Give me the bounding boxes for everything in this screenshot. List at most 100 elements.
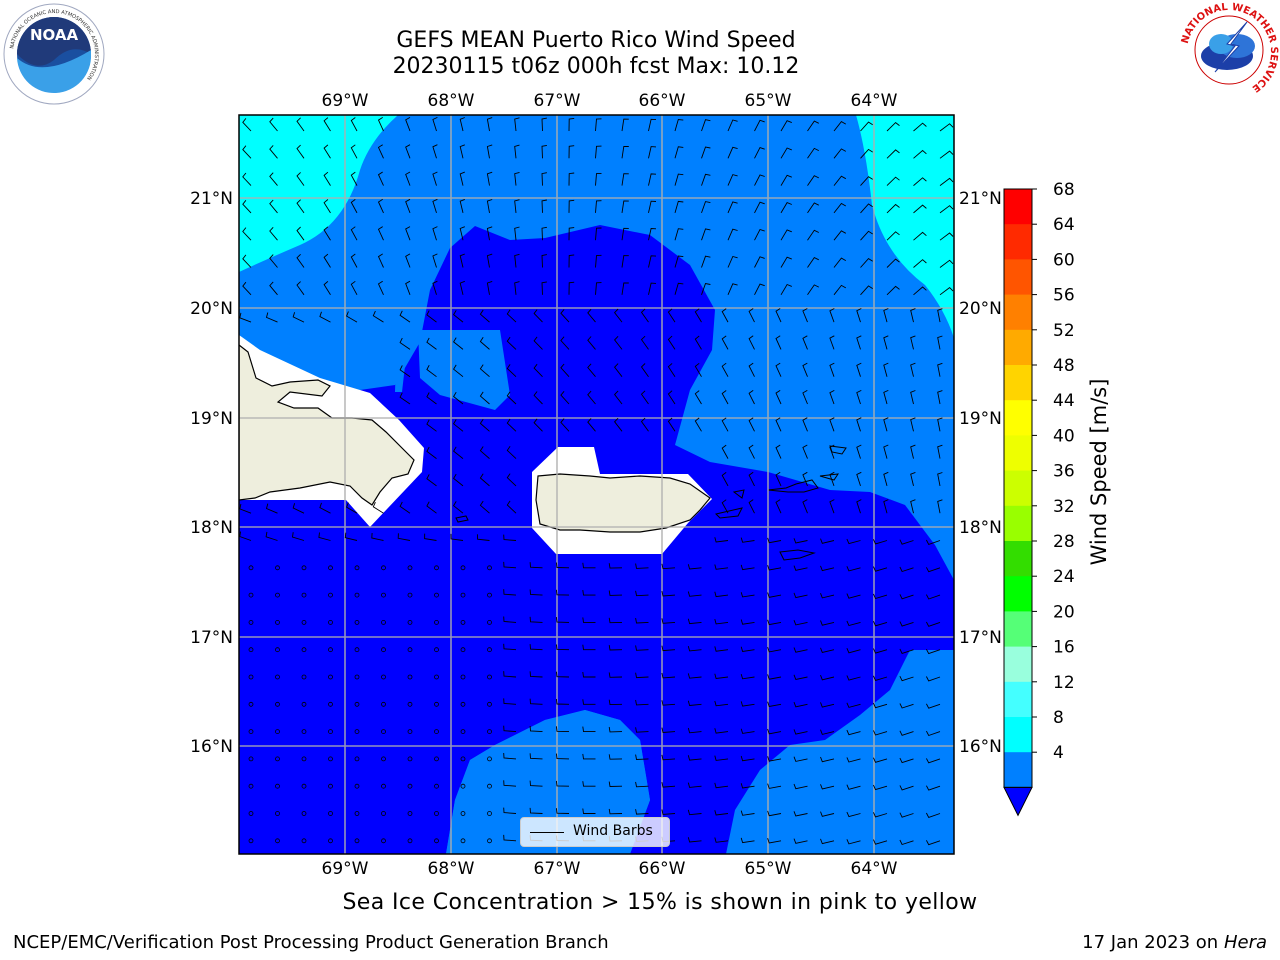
wind-barb <box>872 757 888 763</box>
noaa-logo: NOAA NATIONAL OCEANIC AND ATMOSPHERIC AD… <box>3 3 105 105</box>
wind-barb <box>846 566 861 572</box>
wind-barb <box>479 446 490 459</box>
nws-logo: NATIONAL WEATHER SERVICE <box>1180 2 1279 98</box>
wind-barb <box>899 730 914 736</box>
wind-barb <box>727 283 738 295</box>
wind-barb <box>529 725 543 733</box>
wind-barb <box>740 646 755 653</box>
wind-barb <box>899 648 914 654</box>
wind-barb <box>899 594 914 600</box>
wind-barb <box>820 729 835 735</box>
map-title: GEFS MEAN Puerto Rico Wind Speed <box>396 28 796 53</box>
wind-barb <box>833 148 847 159</box>
wind-barb <box>721 499 729 514</box>
wind-barb <box>661 645 676 652</box>
wind-barb <box>910 499 916 514</box>
colorbar-tick-label: 8 <box>1053 708 1064 728</box>
wind-barb <box>829 471 835 487</box>
wind-barb <box>503 698 517 705</box>
wind-barb <box>793 756 808 762</box>
wind-barb <box>793 811 808 817</box>
wind-barb <box>674 228 684 241</box>
wind-barb <box>829 390 835 405</box>
wind-barb <box>802 335 808 350</box>
wind-barb <box>608 781 623 787</box>
wind-barb <box>479 391 490 405</box>
wind-barb <box>397 533 411 541</box>
wind-barb <box>635 618 649 624</box>
wind-barb <box>793 838 808 844</box>
wind-barb-calm <box>248 592 254 598</box>
wind-barb <box>740 755 755 762</box>
wind-barb <box>514 144 520 159</box>
wind-barb <box>714 810 729 816</box>
wind-barb <box>377 171 384 186</box>
lat-label-left: 19°N <box>190 409 233 429</box>
wind-barb <box>820 784 835 790</box>
wind-barb <box>399 392 411 405</box>
lon-label-top: 67°W <box>534 91 581 111</box>
wind-barb <box>453 473 464 487</box>
wind-barb <box>582 617 596 623</box>
wind-barb <box>775 362 782 377</box>
wind-barb-calm <box>381 783 386 789</box>
wind-barb <box>754 201 765 214</box>
wind-barb <box>323 253 331 268</box>
wind-barb <box>529 671 543 678</box>
wind-barb-calm <box>301 756 307 762</box>
wind-barb <box>239 503 252 514</box>
wind-barb <box>453 391 464 405</box>
wind-barb <box>555 671 570 678</box>
wind-barb <box>432 198 438 214</box>
wind-barb <box>820 838 835 845</box>
wind-barb <box>860 121 873 132</box>
colorbar-tick-label: 44 <box>1053 391 1075 411</box>
lon-label-bottom: 64°W <box>851 859 898 879</box>
wind-barb <box>405 144 411 159</box>
wind-barb <box>807 257 819 268</box>
wind-barb <box>529 807 543 814</box>
wind-barb <box>479 500 490 514</box>
wind-barbs-legend: Wind Barbs <box>520 817 670 847</box>
wind-barb <box>479 473 490 487</box>
wind-barb <box>426 392 437 405</box>
wind-barb <box>242 200 252 214</box>
wind-barb <box>608 754 623 760</box>
wind-barb <box>568 199 575 213</box>
wind-barb <box>595 145 602 159</box>
wind-barb-calm <box>301 783 307 789</box>
wind-barb <box>640 308 649 323</box>
land-st-croix <box>779 549 816 561</box>
wind-barb <box>555 644 570 651</box>
wind-barb <box>820 647 835 654</box>
wind-barb-calm <box>381 647 386 653</box>
wind-barb <box>883 362 889 377</box>
colorbar-segment <box>1004 259 1032 296</box>
colorbar-tick-label: 12 <box>1053 673 1075 693</box>
wind-barb <box>802 390 808 405</box>
wind-barb <box>640 335 649 350</box>
wind-barb <box>740 592 755 598</box>
wind-barb-calm <box>460 811 466 816</box>
wind-barb <box>621 173 629 186</box>
wind-barb-calm <box>248 838 254 844</box>
wind-barb <box>635 672 649 679</box>
wind-barb <box>648 200 657 213</box>
wind-barb <box>291 532 305 541</box>
wind-barb <box>872 730 888 736</box>
wind-barb <box>872 593 888 600</box>
wind-barb-calm <box>328 811 333 816</box>
wind-barb <box>910 362 916 377</box>
wind-barb <box>820 593 835 599</box>
wind-barb <box>560 336 570 350</box>
wind-barb <box>886 176 900 186</box>
wind-barb <box>721 308 729 323</box>
wind-barb <box>872 702 888 709</box>
colorbar-segment <box>1004 470 1032 507</box>
wind-barb <box>714 728 729 734</box>
wind-barb <box>846 648 861 654</box>
wind-barb <box>426 474 437 487</box>
wind-barb <box>802 499 808 514</box>
wind-barb <box>648 282 657 295</box>
wind-barb <box>926 621 941 627</box>
